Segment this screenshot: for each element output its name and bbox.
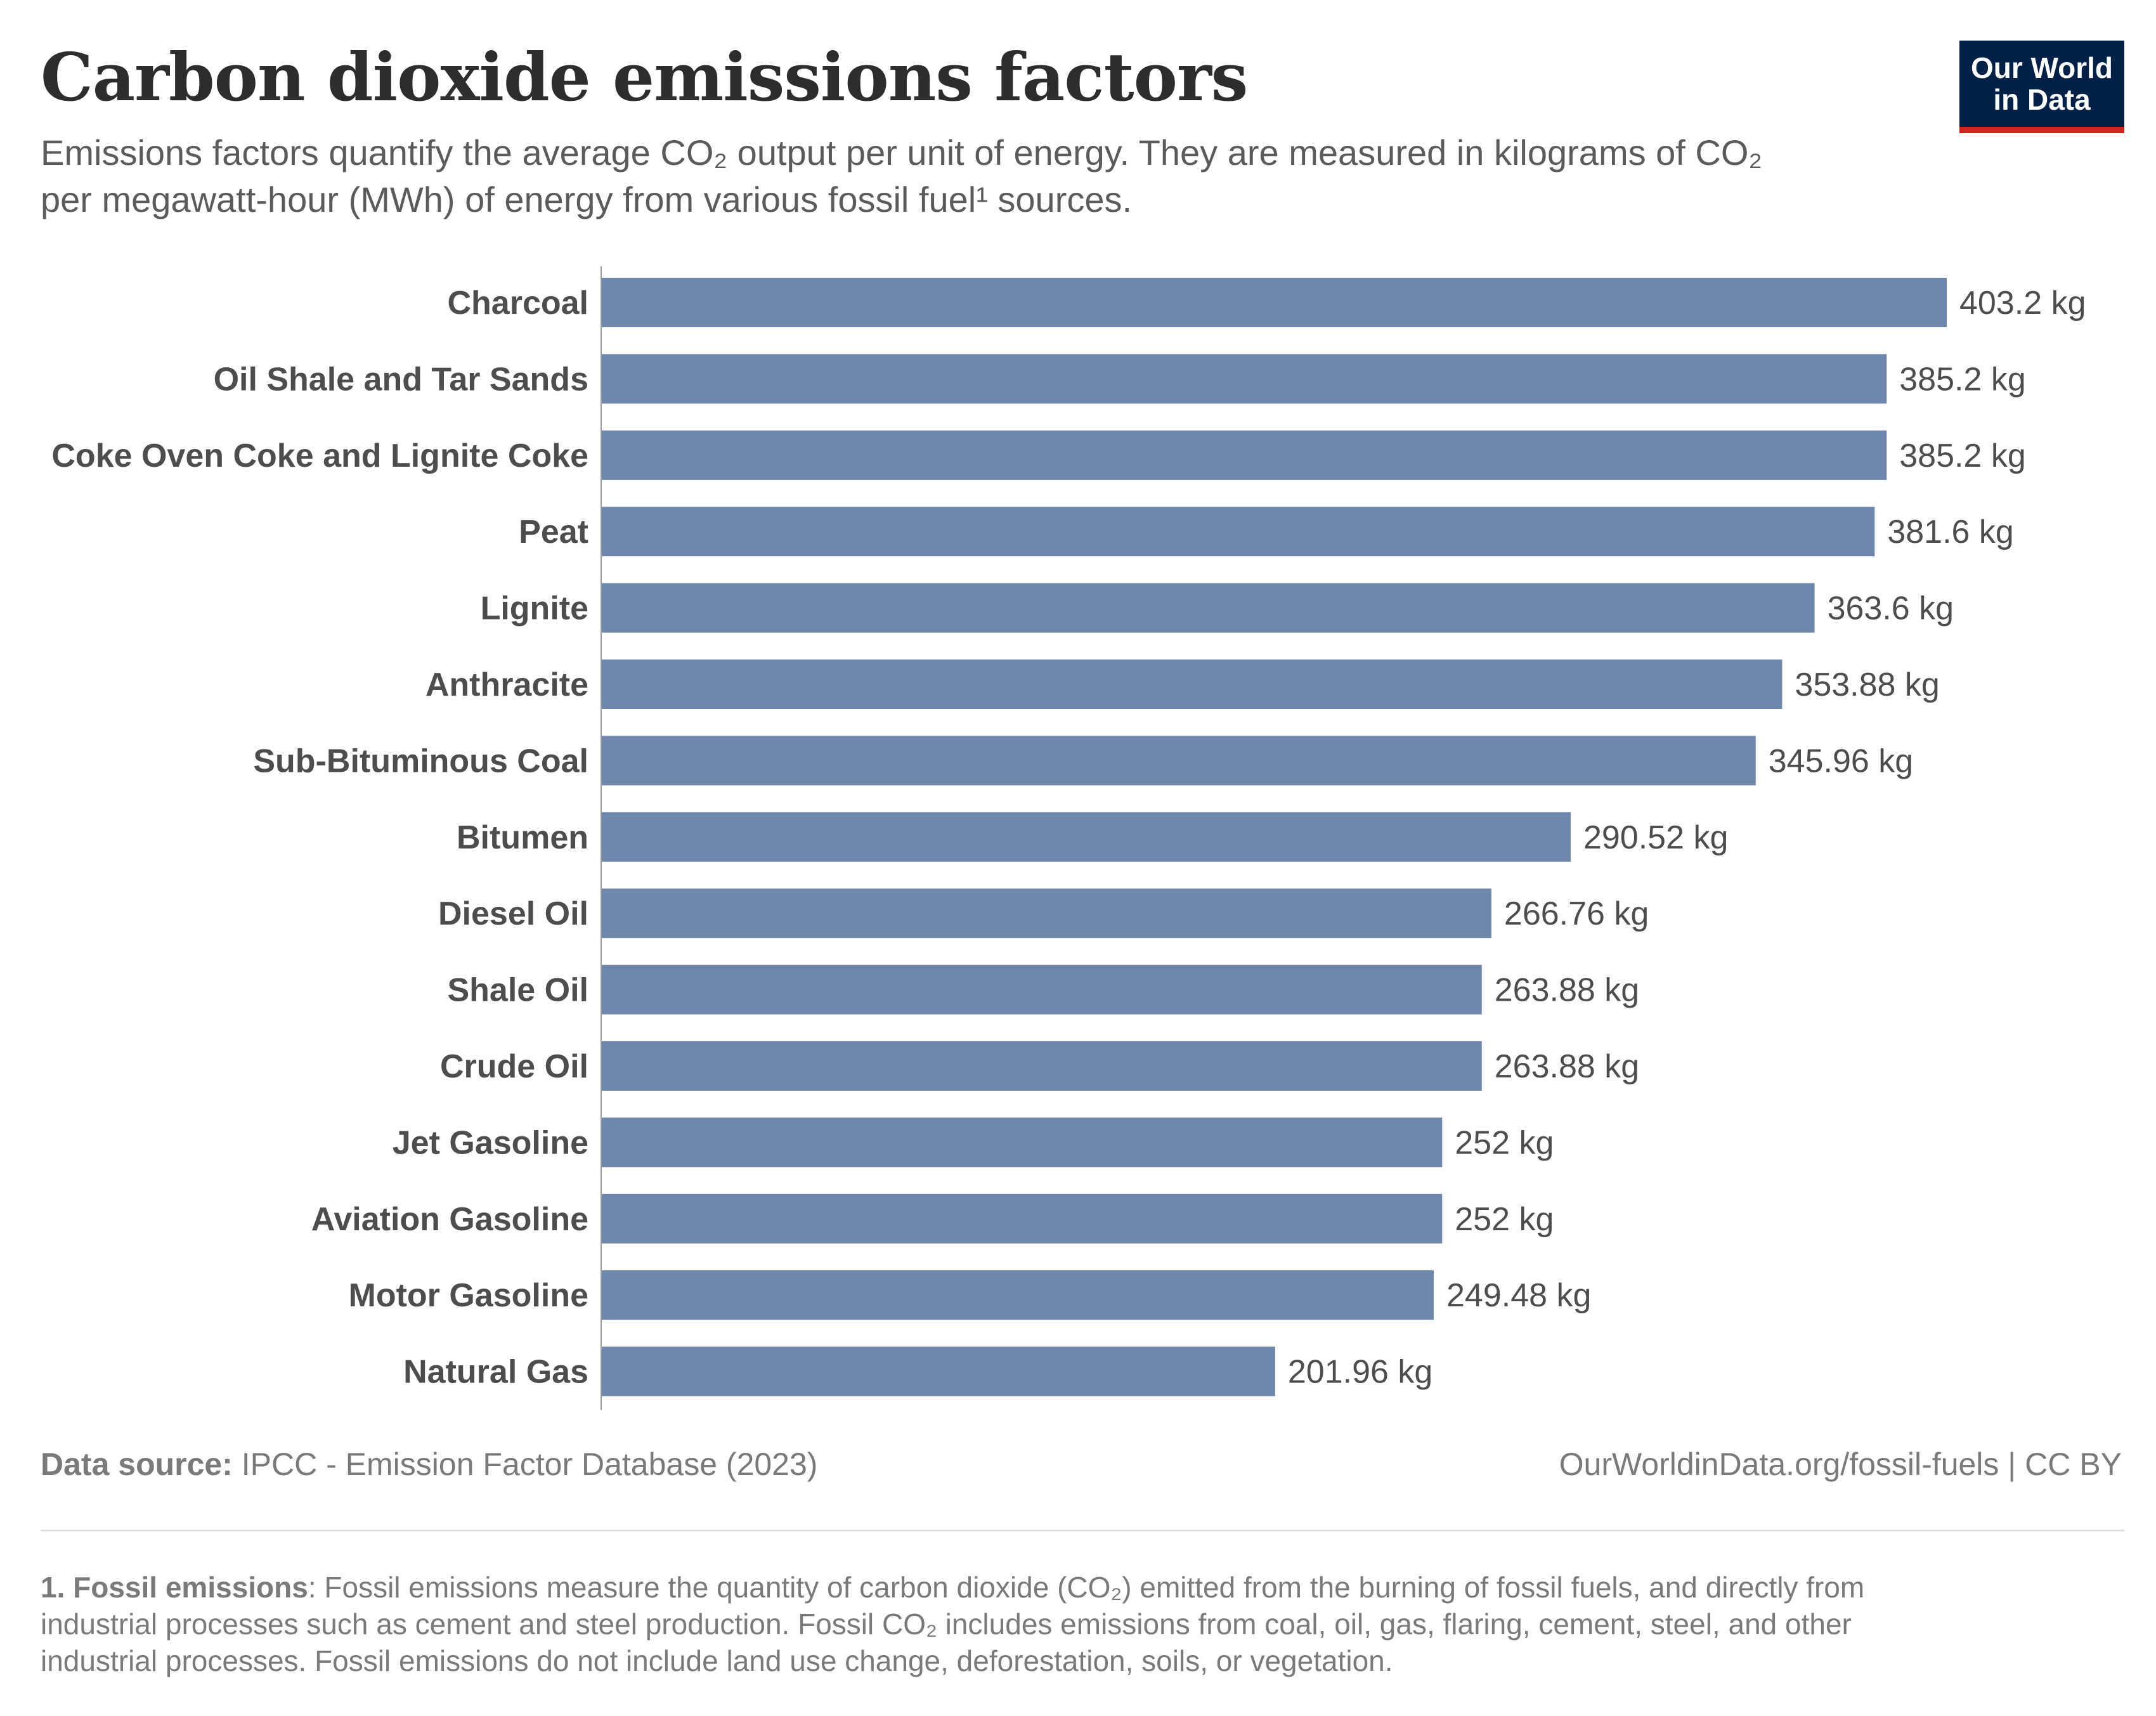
category-label-7: Bitumen bbox=[457, 819, 588, 856]
category-label-12: Aviation Gasoline bbox=[311, 1201, 588, 1238]
footnote-line-2: industrial processes such as cement and … bbox=[41, 1608, 1852, 1641]
category-label-8: Diesel Oil bbox=[438, 895, 588, 932]
bar-2[interactable] bbox=[601, 430, 1887, 480]
value-label-0: 403.2 kg bbox=[1959, 285, 2086, 322]
value-label-7: 290.52 kg bbox=[1583, 819, 1728, 856]
value-label-14: 201.96 kg bbox=[1288, 1354, 1432, 1391]
subtitle-line-1: Emissions factors quantify the average C… bbox=[41, 133, 1763, 172]
bar-5[interactable] bbox=[601, 660, 1783, 709]
value-label-2: 385.2 kg bbox=[1899, 438, 2026, 474]
bar-8[interactable] bbox=[601, 888, 1491, 939]
value-label-13: 249.48 kg bbox=[1446, 1277, 1591, 1314]
bar-6[interactable] bbox=[601, 736, 1756, 786]
bars-layer: Charcoal 403.2 kg Oil Shale and Tar Sands 3… bbox=[51, 278, 2086, 1396]
bar-13[interactable] bbox=[601, 1270, 1434, 1320]
value-label-5: 353.88 kg bbox=[1795, 666, 1939, 703]
category-label-13: Motor Gasoline bbox=[349, 1277, 588, 1314]
data-source: Data source: IPCC - Emission Factor Data… bbox=[41, 1446, 817, 1483]
bar-chart: Charcoal 403.2 kg Oil Shale and Tar Sands 3… bbox=[51, 266, 2086, 1410]
value-label-1: 385.2 kg bbox=[1899, 361, 2026, 398]
footnote-label: 1. Fossil emissions bbox=[41, 1571, 308, 1604]
data-source-label: Data source: bbox=[41, 1446, 233, 1482]
footnote: 1. Fossil emissions: Fossil emissions me… bbox=[41, 1569, 2070, 1679]
category-label-10: Crude Oil bbox=[440, 1048, 588, 1085]
value-label-4: 363.6 kg bbox=[1828, 590, 1954, 627]
category-label-5: Anthracite bbox=[425, 666, 588, 703]
footnote-text-1: : Fossil emissions measure the quantity … bbox=[308, 1571, 1865, 1604]
category-label-14: Natural Gas bbox=[403, 1354, 588, 1391]
logo-line-2: in Data bbox=[1993, 83, 2091, 116]
footnote-line-3: industrial processes. Fossil emissions d… bbox=[41, 1644, 1393, 1677]
category-label-1: Oil Shale and Tar Sands bbox=[214, 361, 588, 398]
footnote-line-1: 1. Fossil emissions: Fossil emissions me… bbox=[41, 1569, 2070, 1606]
value-label-3: 381.6 kg bbox=[1887, 514, 2014, 550]
value-label-6: 345.96 kg bbox=[1769, 743, 1913, 779]
value-label-9: 263.88 kg bbox=[1495, 972, 1639, 1009]
value-label-11: 252 kg bbox=[1455, 1124, 1554, 1161]
chart-title: Carbon dioxide emissions factors bbox=[41, 38, 1248, 116]
logo-line-1: Our World bbox=[1970, 51, 2114, 84]
bar-3[interactable] bbox=[601, 507, 1875, 557]
chart-subtitle: Emissions factors quantify the average C… bbox=[41, 129, 1905, 223]
bar-10[interactable] bbox=[601, 1041, 1482, 1091]
category-label-3: Peat bbox=[519, 514, 588, 550]
footer-divider bbox=[41, 1530, 2124, 1531]
category-label-11: Jet Gasoline bbox=[393, 1124, 588, 1161]
value-label-10: 263.88 kg bbox=[1495, 1048, 1639, 1085]
category-label-0: Charcoal bbox=[447, 285, 588, 322]
bar-12[interactable] bbox=[601, 1193, 1443, 1244]
bar-1[interactable] bbox=[601, 354, 1887, 404]
our-world-in-data-logo[interactable]: Our World in Data bbox=[1959, 41, 2124, 133]
bar-9[interactable] bbox=[601, 965, 1482, 1015]
category-label-4: Lignite bbox=[481, 590, 588, 627]
subtitle-line-2: per megawatt-hour (MWh) of energy from v… bbox=[41, 179, 1133, 219]
category-label-2: Coke Oven Coke and Lignite Coke bbox=[51, 438, 588, 474]
value-label-12: 252 kg bbox=[1455, 1201, 1554, 1238]
bar-14[interactable] bbox=[601, 1346, 1275, 1396]
bar-4[interactable] bbox=[601, 583, 1815, 633]
data-source-text: IPCC - Emission Factor Database (2023) bbox=[232, 1446, 818, 1482]
bar-11[interactable] bbox=[601, 1117, 1443, 1167]
site-link[interactable]: OurWorldinData.org/fossil-fuels | CC BY bbox=[1559, 1446, 2122, 1482]
bar-0[interactable] bbox=[601, 278, 1947, 327]
value-label-8: 266.76 kg bbox=[1504, 895, 1649, 932]
category-label-6: Sub-Bituminous Coal bbox=[253, 743, 588, 779]
bar-7[interactable] bbox=[601, 812, 1571, 862]
category-label-9: Shale Oil bbox=[447, 972, 588, 1009]
